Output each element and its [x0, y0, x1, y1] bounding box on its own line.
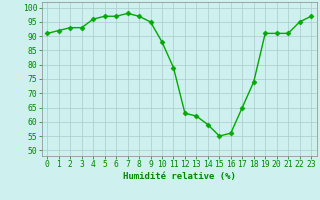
X-axis label: Humidité relative (%): Humidité relative (%) — [123, 172, 236, 181]
